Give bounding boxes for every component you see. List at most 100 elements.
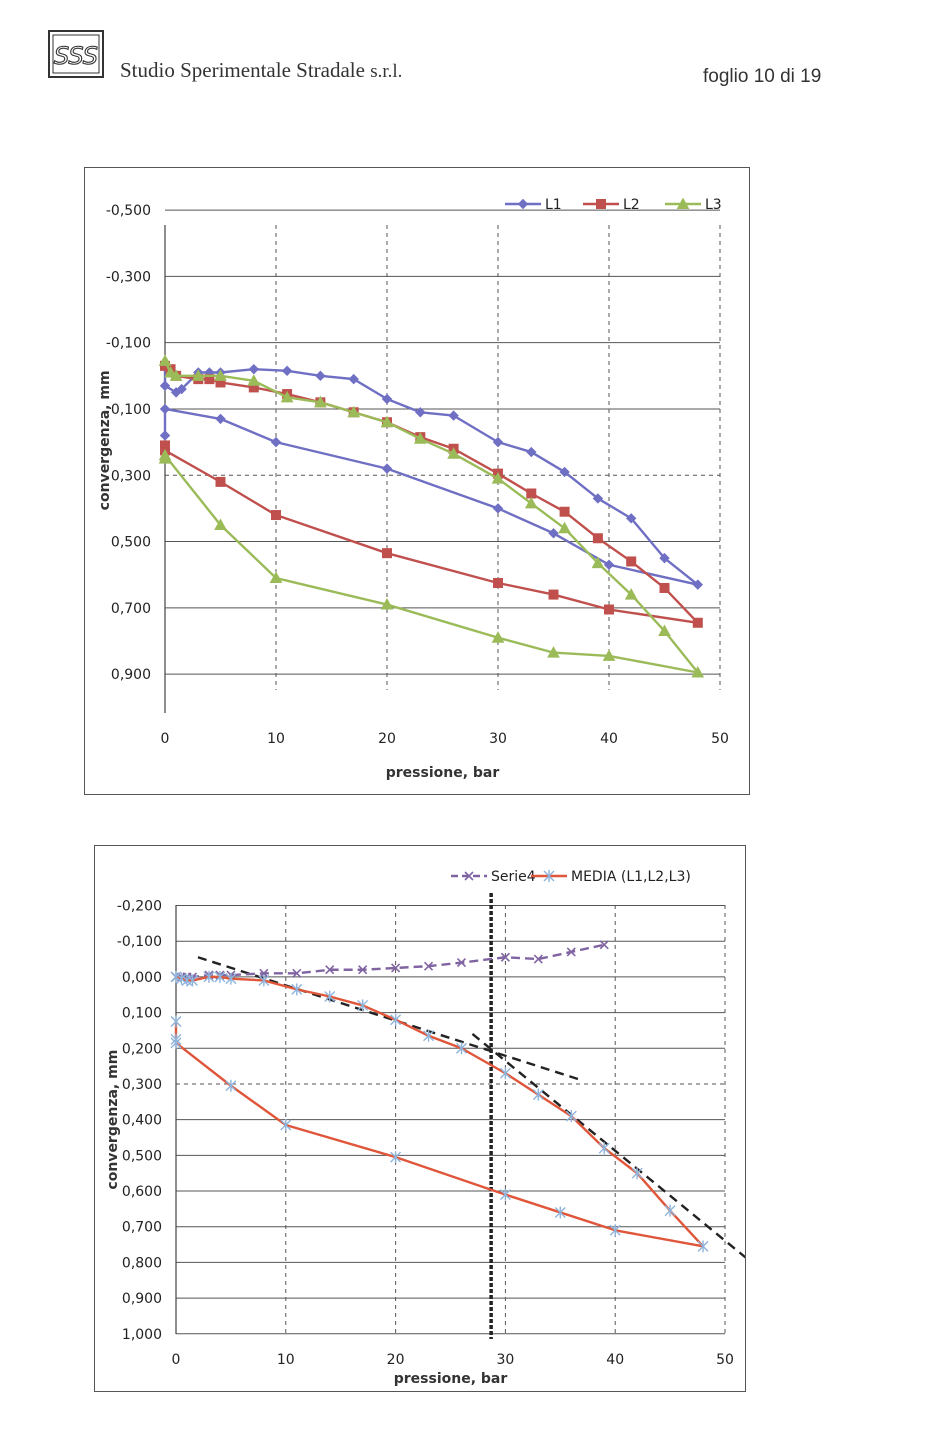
chart2-data-point xyxy=(599,940,609,950)
chart1-data-point xyxy=(559,506,570,517)
company-name: Studio Sperimentale Stradale s.r.l. xyxy=(120,58,402,83)
chart2-data-point xyxy=(664,1204,676,1217)
chart2-data-point xyxy=(170,1033,182,1046)
chart2-data-point xyxy=(280,1119,292,1132)
chart-2-frame: -0,200 -0,100 0,000 0,100 0,200 0,300 0,400 0,5… xyxy=(94,845,792,1392)
chart1-data-point xyxy=(281,365,293,377)
chart1-data-point xyxy=(270,436,282,448)
chart2-data-point xyxy=(631,1167,643,1180)
chart1-data-point xyxy=(381,463,393,474)
chart2-data-point xyxy=(532,1088,544,1101)
chart1-data-point xyxy=(493,577,503,588)
chart1-legend-marker xyxy=(596,199,606,209)
chart1-series-0 xyxy=(159,357,704,590)
chart1-x-tick-label: 50 xyxy=(711,731,729,747)
chart1-data-point xyxy=(159,380,171,391)
chart1-data-point xyxy=(269,571,283,584)
chart1-x-tick-label: 0 xyxy=(161,731,170,747)
chart1-data-point xyxy=(315,370,326,382)
company-logo: SSS xyxy=(48,30,104,78)
chart1-data-point xyxy=(548,528,559,539)
chart1-y-tick-label: 0,500 xyxy=(111,535,151,551)
chart2-data-point xyxy=(455,1042,467,1055)
chart1-data-point xyxy=(214,369,227,381)
chart2-y-tick-label: 1,000 xyxy=(122,1327,162,1343)
chart1-data-point xyxy=(381,393,393,405)
chart1-data-point xyxy=(158,354,172,366)
chart2-x-axis-label: pressione, bar xyxy=(394,1371,508,1387)
chart1-data-point xyxy=(604,604,614,615)
chart2-series-1 xyxy=(170,970,709,1253)
chart2-data-point xyxy=(259,968,269,978)
chart1-data-point xyxy=(659,552,670,564)
chart1-data-point xyxy=(247,374,261,386)
chart1-data-point xyxy=(347,405,361,418)
chart1-y-tick-label: -0,100 xyxy=(106,336,151,352)
chart2-data-point xyxy=(609,1224,621,1237)
chart1-data-point xyxy=(526,446,537,458)
chart1-legend-label: L3 xyxy=(705,197,722,213)
chart2-y-tick-label: -0,200 xyxy=(117,899,162,915)
chart2-data-point xyxy=(554,1206,566,1219)
chart2-y-axis-label: convergenza, mm xyxy=(105,1050,121,1190)
chart1-legend-label: L1 xyxy=(545,197,562,213)
chart1-data-point xyxy=(382,548,392,559)
chart1-data-point xyxy=(603,559,615,570)
chart1-data-point xyxy=(691,665,705,678)
chart2-trend-line xyxy=(471,1033,792,1296)
chart1-data-point xyxy=(215,413,226,425)
chart1-data-point xyxy=(348,373,359,385)
chart2-x-tick-label: 20 xyxy=(387,1352,405,1368)
chart2-data-point xyxy=(225,1079,237,1092)
chart1-legend-label: L2 xyxy=(623,197,640,213)
chart2-y-tick-label: 0,400 xyxy=(122,1113,162,1129)
chart1-y-tick-label: -0,300 xyxy=(106,269,151,285)
chart2-legend-label: Serie4 xyxy=(491,869,536,885)
chart1-data-point xyxy=(415,407,426,418)
chart2-data-point xyxy=(500,952,510,962)
chart2-data-point xyxy=(324,990,336,1003)
chart2-data-point xyxy=(291,983,303,996)
chart2-data-point xyxy=(565,1110,577,1123)
chart1-legend-marker xyxy=(517,198,529,210)
chart2-data-point xyxy=(186,974,198,987)
chart2-y-tick-label: 0,100 xyxy=(122,1006,162,1022)
chart1-data-point xyxy=(176,383,187,395)
chart1-x-tick-label: 30 xyxy=(489,731,507,747)
chart2-data-point xyxy=(598,1142,610,1155)
chart1-data-point xyxy=(159,430,171,441)
chart2-data-point xyxy=(499,1067,511,1080)
chart1-data-point xyxy=(159,403,171,415)
chart2-data-point xyxy=(499,1188,511,1201)
chart1-data-point xyxy=(160,440,170,451)
chart2-y-tick-label: 0,300 xyxy=(122,1077,162,1093)
company-suffix: s.r.l. xyxy=(370,61,403,82)
chart2-y-tick-label: 0,000 xyxy=(122,970,162,986)
chart2-data-point xyxy=(225,972,237,985)
chart2-y-tick-label: 0,500 xyxy=(122,1148,162,1164)
chart1-data-point xyxy=(592,533,603,544)
chart1-data-point xyxy=(526,488,537,499)
chart2-data-point xyxy=(358,965,368,975)
chart2-data-point xyxy=(357,999,369,1012)
chart1-data-point xyxy=(492,436,504,448)
chart1-legend-marker xyxy=(676,197,690,209)
chart1-data-point xyxy=(280,390,294,403)
chart1-data-point xyxy=(169,369,183,381)
chart2-y-tick-label: 0,800 xyxy=(122,1255,162,1271)
chart2-y-tick-label: 0,200 xyxy=(122,1041,162,1057)
chart1-y-tick-label: -0,500 xyxy=(106,203,151,219)
chart1-data-point xyxy=(491,472,505,484)
chart1-series-2 xyxy=(158,354,705,678)
chart1-data-point xyxy=(547,646,560,658)
chart2-data-point xyxy=(214,970,226,983)
chart1-x-tick-label: 20 xyxy=(378,731,396,747)
chart1-grid xyxy=(165,209,721,690)
chart1-data-point xyxy=(692,579,704,590)
chart1-data-point xyxy=(191,369,205,381)
chart1-y-tick-label: 0,900 xyxy=(111,667,151,683)
chart1-data-point xyxy=(413,432,427,444)
chart2-data-point xyxy=(423,961,434,971)
chart2-data-point xyxy=(203,970,215,983)
chart2-x-tick-label: 0 xyxy=(172,1352,181,1368)
